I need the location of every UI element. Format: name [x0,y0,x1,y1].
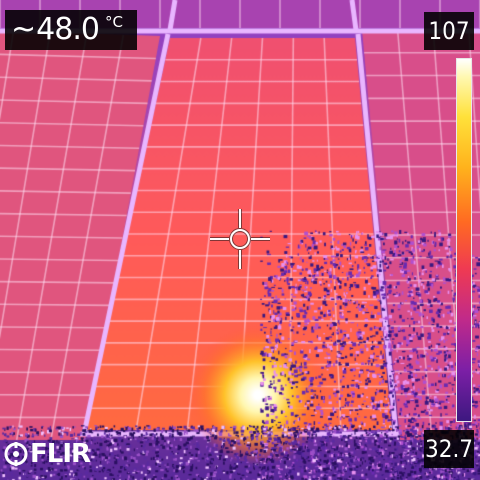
logo-text: FLIR [30,439,91,469]
scale-min-label: 32.7 [424,430,474,468]
flir-logo: FLIR [4,437,99,471]
temperature-unit: °C [104,13,123,31]
spot-temperature-readout: ~ 48.0 °C [5,10,137,50]
flir-logo-icon [4,442,28,466]
scale-max-label: 107 [424,12,474,50]
spot-meter-crosshair-icon [210,209,270,269]
spot-temperature-value: 48.0 [36,12,100,47]
approx-symbol: ~ [11,12,37,47]
color-scale-bar [456,58,472,422]
